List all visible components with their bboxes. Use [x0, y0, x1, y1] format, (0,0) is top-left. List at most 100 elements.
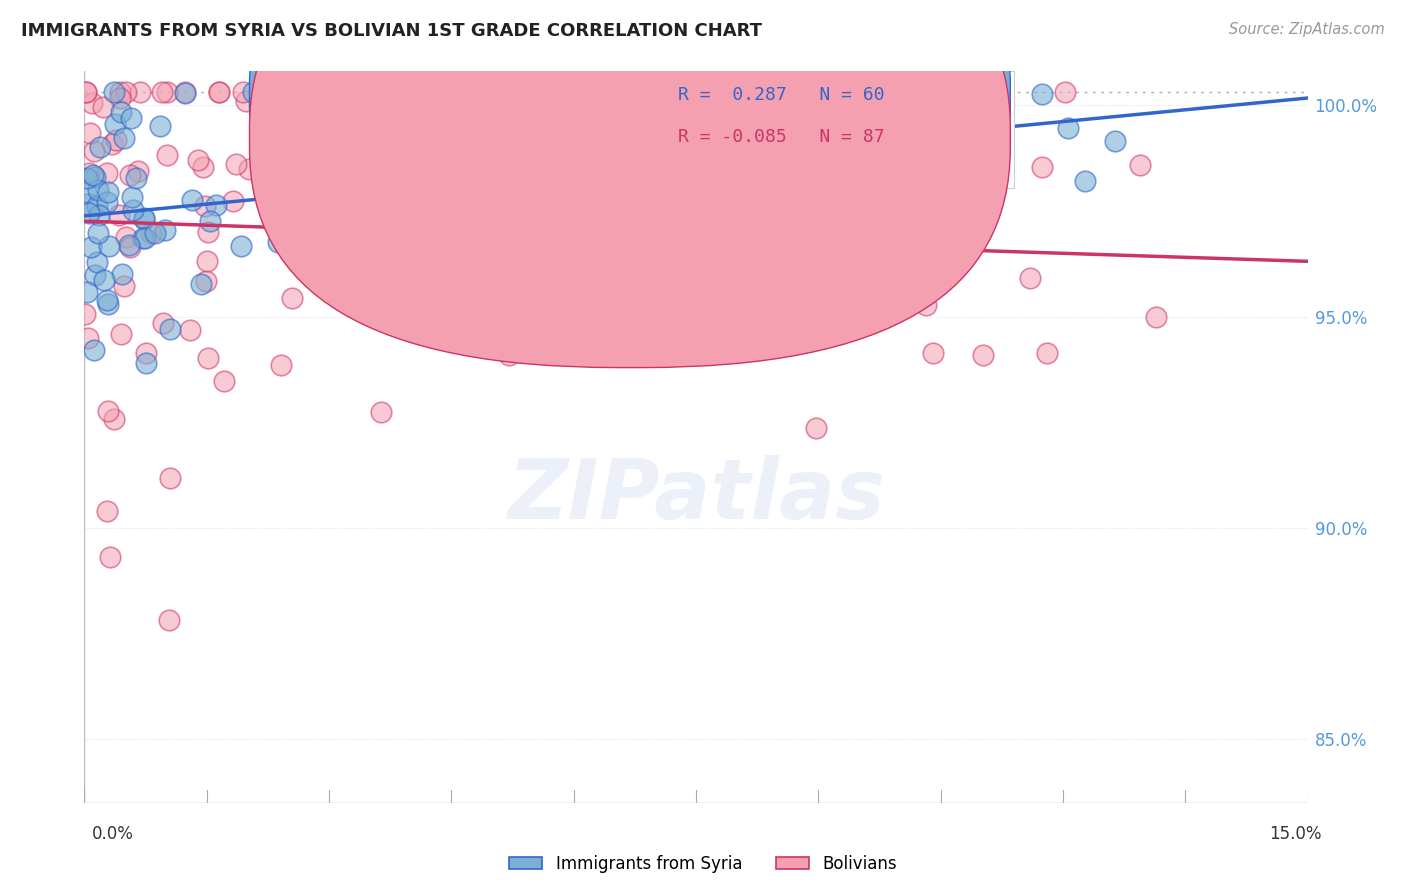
Point	[472, 210, 495, 224]
Point	[76, 171, 98, 186]
Point	[129, 86, 152, 100]
Point	[364, 193, 387, 207]
Point	[332, 121, 354, 136]
Point	[80, 240, 103, 254]
Point	[86, 226, 108, 240]
Point	[114, 230, 136, 244]
Text: R =  0.287   N = 60: R = 0.287 N = 60	[678, 87, 884, 104]
Point	[121, 190, 143, 204]
Point	[222, 194, 245, 209]
Point	[77, 166, 100, 180]
Point	[84, 268, 107, 282]
Point	[108, 90, 131, 104]
Point	[235, 94, 257, 108]
Point	[212, 374, 235, 388]
Point	[135, 346, 157, 360]
Point	[360, 172, 382, 186]
Point	[143, 226, 166, 240]
Point	[153, 222, 176, 236]
Point	[108, 208, 131, 222]
Point	[105, 133, 128, 147]
Point	[446, 249, 468, 263]
Point	[278, 148, 301, 162]
Point	[419, 225, 441, 239]
Point	[238, 161, 260, 176]
Point	[302, 110, 325, 124]
Point	[394, 269, 416, 284]
Point	[122, 202, 145, 217]
Point	[110, 326, 132, 341]
Point	[75, 185, 97, 199]
Point	[242, 86, 264, 100]
Point	[267, 198, 290, 212]
Point	[727, 216, 749, 230]
Point	[576, 347, 599, 361]
Point	[453, 216, 475, 230]
Text: 0.0%: 0.0%	[91, 825, 134, 843]
Point	[150, 86, 173, 100]
Point	[75, 307, 97, 321]
Point	[187, 153, 209, 168]
Point	[1054, 86, 1077, 100]
Point	[96, 293, 118, 308]
Point	[96, 166, 118, 180]
Point	[96, 195, 118, 210]
Point	[132, 212, 155, 227]
Point	[1074, 174, 1097, 188]
Point	[1036, 346, 1059, 360]
Point	[93, 273, 115, 287]
Point	[156, 148, 179, 162]
Point	[197, 225, 219, 239]
Point	[179, 323, 201, 337]
Point	[103, 86, 125, 100]
Point	[79, 126, 101, 140]
Point	[89, 140, 111, 154]
Point	[120, 239, 142, 253]
Point	[75, 86, 97, 100]
Point	[208, 86, 231, 100]
Point	[1129, 158, 1152, 172]
FancyBboxPatch shape	[586, 71, 1014, 188]
Point	[785, 107, 807, 121]
Text: IMMIGRANTS FROM SYRIA VS BOLIVIAN 1ST GRADE CORRELATION CHART: IMMIGRANTS FROM SYRIA VS BOLIVIAN 1ST GR…	[21, 22, 762, 40]
Point	[190, 277, 212, 292]
Point	[921, 345, 943, 359]
Point	[98, 549, 121, 564]
Point	[87, 208, 110, 222]
Point	[156, 86, 179, 100]
Point	[430, 86, 453, 100]
Point	[86, 183, 108, 197]
Point	[86, 199, 108, 213]
Point	[84, 170, 107, 185]
Point	[83, 343, 105, 357]
Point	[101, 137, 124, 152]
Point	[121, 111, 143, 125]
Point	[139, 226, 162, 240]
Point	[112, 131, 135, 145]
Point	[740, 101, 762, 115]
Point	[120, 168, 142, 182]
Point	[103, 412, 125, 426]
Point	[197, 351, 219, 366]
Point	[173, 86, 195, 100]
Point	[193, 160, 215, 174]
Point	[127, 164, 149, 178]
Point	[148, 119, 170, 133]
Point	[135, 355, 157, 369]
Point	[260, 183, 283, 197]
Point	[370, 198, 392, 212]
Point	[270, 148, 292, 162]
Point	[82, 168, 104, 182]
Legend: Immigrants from Syria, Bolivians: Immigrants from Syria, Bolivians	[502, 848, 904, 880]
FancyBboxPatch shape	[249, 0, 1011, 368]
Point	[204, 198, 226, 212]
Point	[173, 87, 195, 101]
Point	[91, 99, 114, 113]
Point	[194, 199, 217, 213]
Point	[181, 194, 204, 208]
Point	[159, 322, 181, 336]
Point	[76, 285, 98, 299]
Point	[1104, 134, 1126, 148]
Point	[77, 196, 100, 211]
Point	[1057, 121, 1080, 136]
